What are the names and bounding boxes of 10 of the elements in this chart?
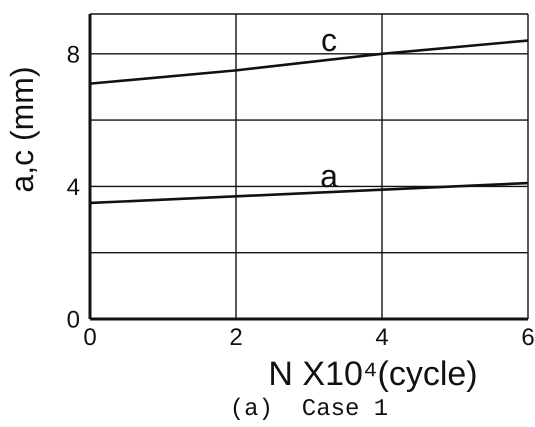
y-tick-label: 8 <box>66 41 80 68</box>
text: (a) Case 1 <box>228 395 390 425</box>
y-axis-title: a,c (mm) <box>4 66 40 193</box>
y-tick-label: 0 <box>66 306 80 334</box>
x-tick-label: 6 <box>521 324 535 352</box>
x-tick-label: 4 <box>375 324 389 352</box>
series-label: c <box>321 22 337 58</box>
x-tick-label: 2 <box>229 324 243 352</box>
x-axis-title: N X10⁴(cycle) <box>268 354 478 393</box>
y-tick-label: 4 <box>66 174 80 201</box>
